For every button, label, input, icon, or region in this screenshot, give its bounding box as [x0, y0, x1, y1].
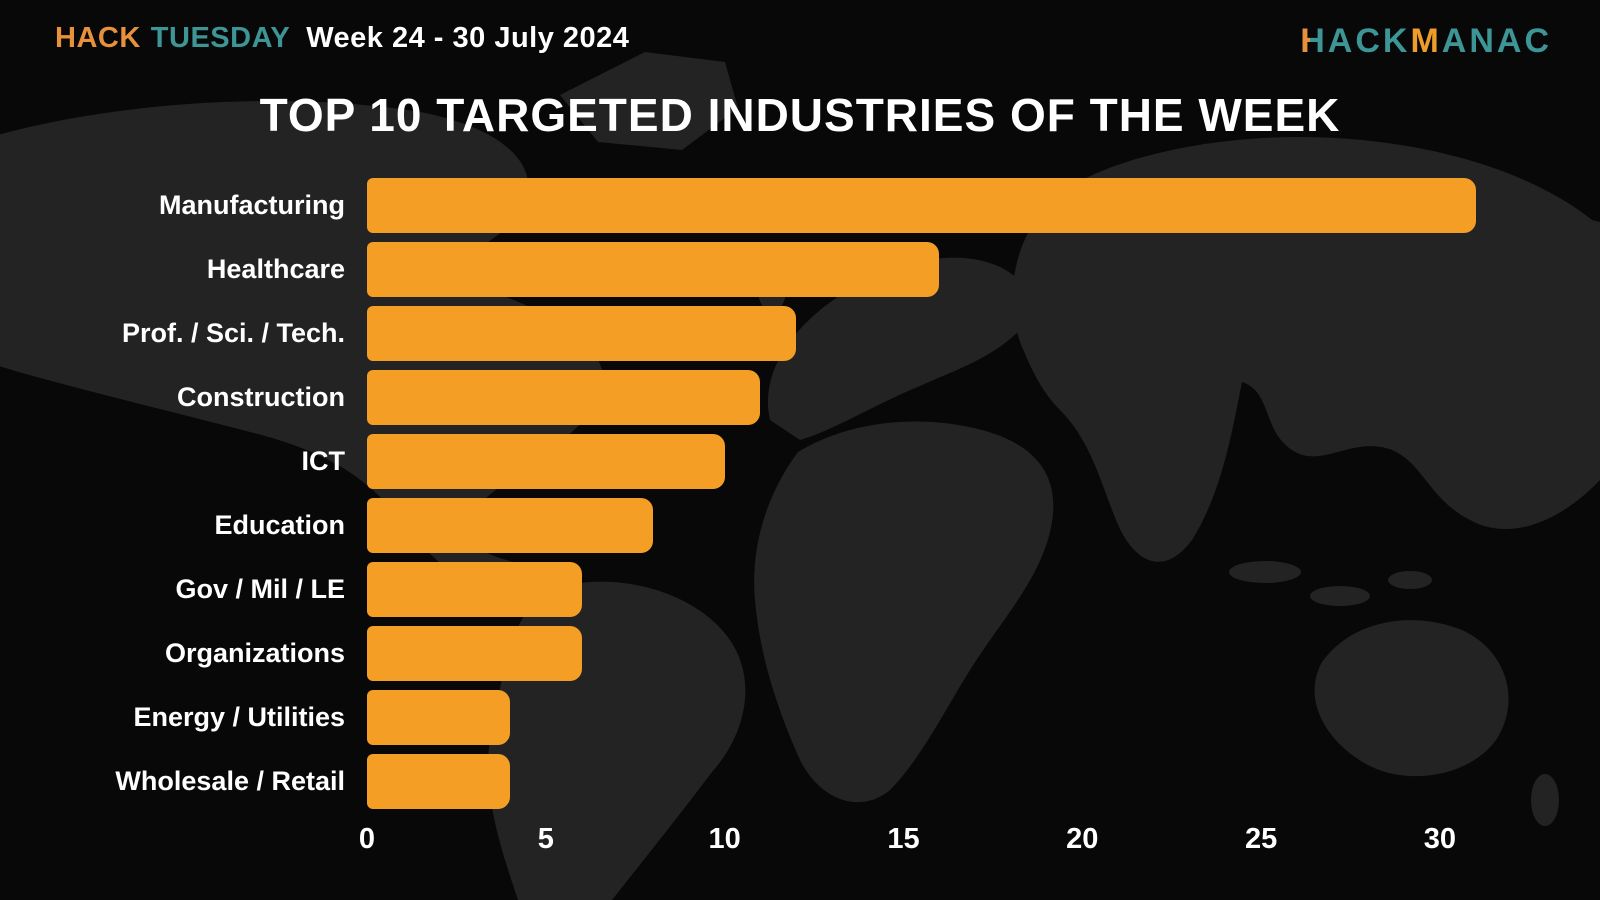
bar-education	[367, 498, 654, 553]
bar-row: Manufacturing	[0, 178, 1600, 233]
category-label: Gov / Mil / LE	[175, 574, 345, 604]
bar-chart: Manufacturing Healthcare Prof. / Sci. / Te…	[0, 178, 1600, 864]
bar-wholesale-retail	[367, 754, 511, 809]
bar-row: Energy / Utilities	[0, 690, 1600, 745]
bar-row: Organizations	[0, 626, 1600, 681]
bar-row: Healthcare	[0, 242, 1600, 297]
logo-segment-anac: ANAC	[1441, 22, 1552, 60]
category-label: Energy / Utilities	[133, 702, 345, 732]
bar-track	[367, 690, 1490, 745]
category-label: Manufacturing	[159, 190, 345, 220]
x-axis-tick: 5	[537, 823, 554, 855]
bar-row: Education	[0, 498, 1600, 553]
category-label: ICT	[301, 446, 346, 476]
bar-track	[367, 370, 1490, 425]
bar-row: Wholesale / Retail	[0, 754, 1600, 809]
category-label: Healthcare	[206, 254, 345, 284]
header: HACK TUESDAY Week 24 - 30 July 2024	[55, 22, 629, 55]
x-axis-tick: 30	[1423, 823, 1457, 855]
bar-row: Construction	[0, 370, 1600, 425]
brand-hack: HACK	[55, 22, 141, 54]
category-label: Wholesale / Retail	[115, 766, 345, 796]
bar-row: Prof. / Sci. / Tech.	[0, 306, 1600, 361]
bar-construction	[367, 370, 761, 425]
bar-row: ICT	[0, 434, 1600, 489]
bar-row: Gov / Mil / LE	[0, 562, 1600, 617]
x-axis-tick: 20	[1066, 823, 1099, 855]
logo-segment-m: M	[1410, 22, 1442, 60]
bar-track	[367, 242, 1490, 297]
bar-track	[367, 306, 1490, 361]
hackmanac-logo: HACKMANAC	[1300, 22, 1552, 61]
bar-energy-utilities	[367, 690, 511, 745]
category-label: Organizations	[164, 638, 345, 668]
bar-prof-sci-tech	[367, 306, 797, 361]
bar-ict	[367, 434, 725, 489]
brand-tuesday: TUESDAY	[150, 22, 291, 54]
bar-gov-mil-le	[367, 562, 582, 617]
bar-track	[367, 754, 1490, 809]
bar-track	[367, 626, 1490, 681]
bar-track	[367, 178, 1490, 233]
logo-segment-hack: HACK	[1300, 22, 1411, 60]
category-label: Construction	[177, 382, 345, 412]
x-axis-tick: 25	[1244, 823, 1278, 855]
x-axis: 0 5 10 15 20 25 30	[359, 819, 1490, 864]
x-axis-tick: 15	[887, 823, 920, 855]
bar-track	[367, 434, 1490, 489]
bar-organizations	[367, 626, 582, 681]
x-axis-tick: 10	[708, 823, 741, 855]
bar-track	[367, 562, 1490, 617]
x-axis-tick: 0	[358, 823, 376, 855]
category-label: Prof. / Sci. / Tech.	[121, 318, 345, 348]
bar-rows: Manufacturing Healthcare Prof. / Sci. / Te…	[0, 178, 1600, 809]
page-title: TOP 10 TARGETED INDUSTRIES OF THE WEEK	[259, 89, 1341, 141]
bar-track	[367, 498, 1490, 553]
category-label: Education	[214, 510, 345, 540]
week-label: Week 24 - 30 July 2024	[306, 22, 630, 54]
bar-manufacturing	[367, 178, 1476, 233]
bar-healthcare	[367, 242, 940, 297]
